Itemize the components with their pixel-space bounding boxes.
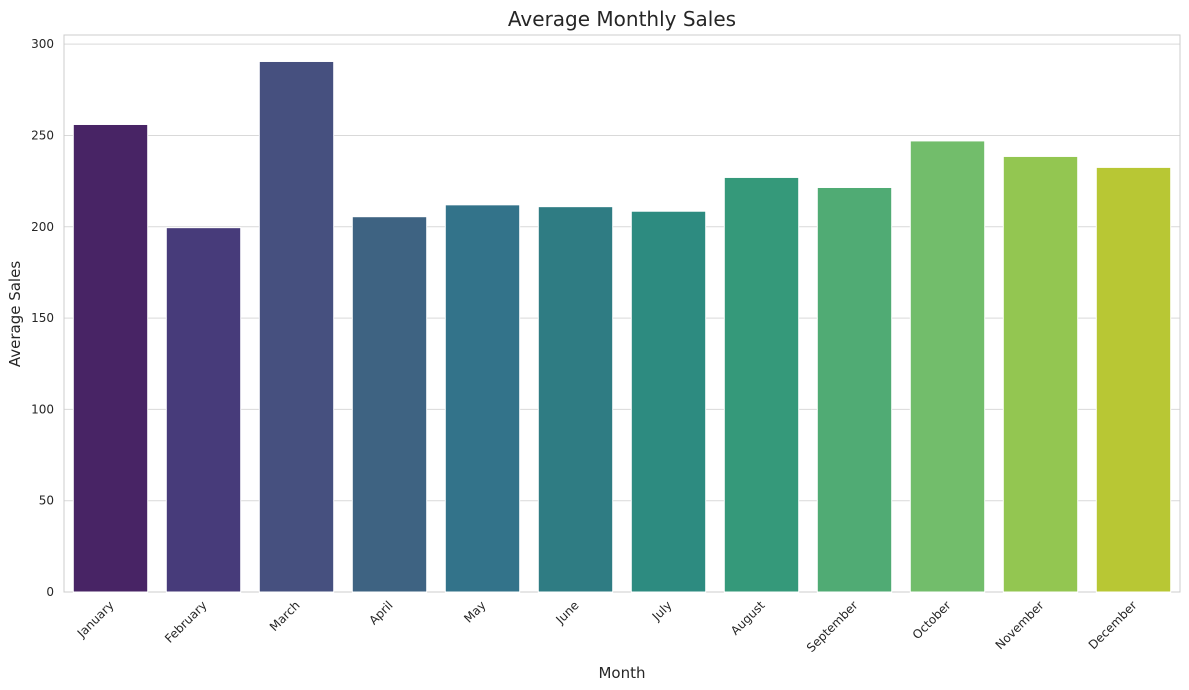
bar-october: [909, 140, 986, 593]
bar-december: [1095, 166, 1172, 593]
bar-january: [72, 123, 149, 593]
x-axis-label: Month: [598, 664, 645, 682]
bar-february: [165, 227, 242, 593]
bar-november: [1002, 155, 1079, 593]
bar-july: [630, 210, 707, 593]
y-tick-labels: 0 50 100 150 200 250 300: [31, 37, 54, 599]
y-tick-label: 300: [31, 37, 54, 51]
bars-group: [72, 60, 1172, 593]
bar-may: [444, 204, 521, 593]
plot-frame: [63, 34, 1181, 593]
y-tick-label: 250: [31, 128, 54, 142]
y-tick-label: 150: [31, 311, 54, 325]
y-tick-label: 200: [31, 220, 54, 234]
bar-august: [723, 176, 800, 593]
bar-april: [351, 216, 428, 593]
bar-september: [816, 186, 893, 593]
y-axis-label: Average Sales: [6, 261, 24, 367]
y-tick-label: 0: [46, 585, 54, 599]
y-tick-label: 50: [39, 494, 54, 508]
y-tick-label: 100: [31, 402, 54, 416]
bar-march: [258, 60, 335, 593]
bar-june: [537, 206, 614, 593]
chart-title: Average Monthly Sales: [508, 7, 736, 31]
